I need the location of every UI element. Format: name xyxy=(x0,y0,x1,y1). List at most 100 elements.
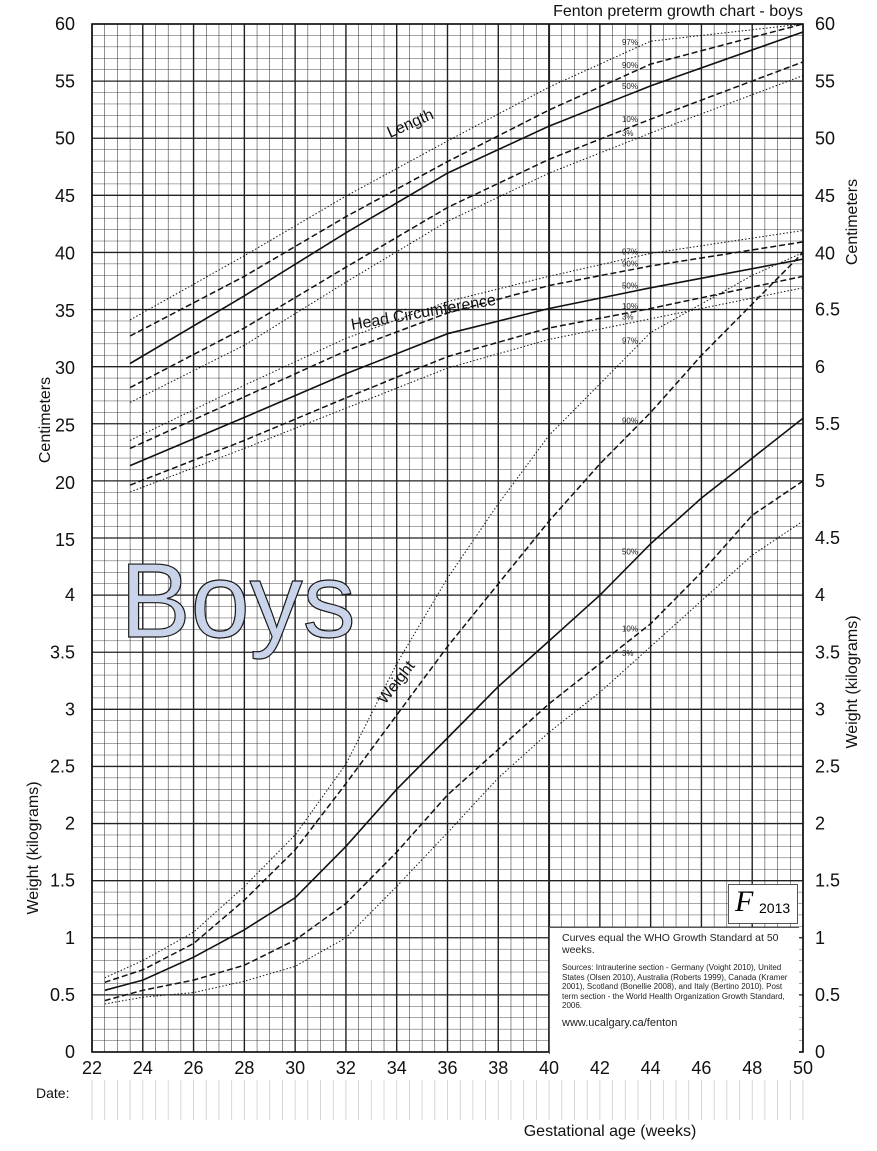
percentile-label: 97% xyxy=(622,247,638,256)
right-kg-tick-label: 5.5 xyxy=(815,414,840,434)
left-kg-tick-label: 0 xyxy=(65,1042,75,1062)
x-tick-label: 22 xyxy=(82,1058,102,1078)
percentile-label: 97% xyxy=(622,336,638,345)
right-kg-tick-label: 1.5 xyxy=(815,871,840,891)
left-cm-tick-label: 40 xyxy=(55,243,75,263)
x-tick-label: 34 xyxy=(387,1058,407,1078)
left-cm-tick-label: 50 xyxy=(55,129,75,149)
curve-length-p10 xyxy=(129,61,804,389)
left-cm-tick-label: 45 xyxy=(55,186,75,206)
right-cm-tick-label: 60 xyxy=(815,14,835,34)
left-kg-tick-label: 4 xyxy=(65,585,75,605)
right-cm-tick-label: 45 xyxy=(815,186,835,206)
fenton-logo: F 2013 xyxy=(728,884,798,924)
x-tick-label: 30 xyxy=(285,1058,305,1078)
percentile-label: 50% xyxy=(622,82,638,91)
right-axis-title-cm: Centimeters xyxy=(844,179,861,265)
left-cm-tick-label: 55 xyxy=(55,71,75,91)
note-main: Curves equal the WHO Growth Standard at … xyxy=(562,932,779,956)
curve-weight-p3 xyxy=(104,520,804,1005)
curve-head-circumference-p10 xyxy=(129,275,804,486)
x-tick-label: 28 xyxy=(234,1058,254,1078)
percentile-label: 90% xyxy=(622,416,638,425)
curve-weight-p50 xyxy=(104,417,804,992)
left-cm-tick-label: 25 xyxy=(55,415,75,435)
percentile-label: 50% xyxy=(622,281,638,290)
right-kg-tick-label: 0.5 xyxy=(815,985,840,1005)
percentile-label: 50% xyxy=(622,548,638,557)
percentile-label: 90% xyxy=(622,259,638,268)
right-kg-tick-label: 4 xyxy=(815,585,825,605)
x-tick-label: 40 xyxy=(539,1058,559,1078)
left-axis-title-cm: Centimeters xyxy=(37,377,54,463)
percentile-label: 3% xyxy=(622,312,634,321)
left-kg-tick-label: 0.5 xyxy=(50,985,75,1005)
right-kg-tick-label: 3.5 xyxy=(815,642,840,662)
curve-head-circumference-p3 xyxy=(129,287,804,493)
x-tick-label: 24 xyxy=(133,1058,153,1078)
date-label: Date: xyxy=(36,1085,69,1101)
right-cm-tick-label: 50 xyxy=(815,129,835,149)
curve-head-circumference-p90 xyxy=(129,241,804,450)
chart-title: Fenton preterm growth chart - boys xyxy=(553,3,803,20)
left-axis-title-kg: Weight (kilograms) xyxy=(25,781,42,914)
x-tick-label: 46 xyxy=(691,1058,711,1078)
left-cm-tick-label: 15 xyxy=(55,530,75,550)
left-kg-tick-label: 1 xyxy=(65,928,75,948)
curve-length-p97 xyxy=(129,23,804,321)
right-kg-tick-label: 2 xyxy=(815,814,825,834)
right-kg-tick-label: 2.5 xyxy=(815,757,840,777)
left-cm-tick-label: 60 xyxy=(55,14,75,34)
left-cm-tick-label: 30 xyxy=(55,358,75,378)
right-kg-tick-label: 3 xyxy=(815,699,825,719)
curve-head-circumference-p97 xyxy=(129,230,804,441)
note-url[interactable]: www.ucalgary.ca/fenton xyxy=(562,1016,678,1029)
percentile-label: 90% xyxy=(622,61,638,70)
right-axis-title-kg: Weight (kilograms) xyxy=(844,615,861,748)
curve-length-p50 xyxy=(129,31,804,365)
percentile-label: 3% xyxy=(622,129,634,138)
right-cm-tick-label: 55 xyxy=(815,71,835,91)
right-kg-tick-label: 5 xyxy=(815,471,825,491)
x-tick-label: 42 xyxy=(590,1058,610,1078)
percentile-curves: 97%90%50%10%3%97%90%50%10%3%97%90%50%10%… xyxy=(104,23,804,1005)
x-tick-label: 48 xyxy=(742,1058,762,1078)
x-tick-label: 36 xyxy=(437,1058,457,1078)
right-kg-tick-label: 4.5 xyxy=(815,528,840,548)
notes-box: Curves equal the WHO Growth Standard at … xyxy=(549,927,799,1054)
x-tick-label: 44 xyxy=(641,1058,661,1078)
curve-weight-p97 xyxy=(104,252,804,979)
boys-watermark: Boys xyxy=(120,542,356,660)
logo-year: 2013 xyxy=(759,900,791,916)
axis-ticks: 22 24 26 28 30 32 34 36 38 40 42 44 46 48 506055504540… xyxy=(50,14,840,1078)
percentile-label: 10% xyxy=(622,115,638,124)
plot-frame xyxy=(91,23,804,1053)
percentile-label: 3% xyxy=(622,649,634,658)
right-kg-tick-label: 6 xyxy=(815,357,825,377)
curve-group-label: Length xyxy=(385,106,437,141)
curve-weight-p10 xyxy=(104,480,804,1002)
left-cm-tick-label: 35 xyxy=(55,301,75,321)
logo-letter: F xyxy=(735,885,754,918)
right-kg-tick-label: 6.5 xyxy=(815,300,840,320)
left-kg-tick-label: 3 xyxy=(65,699,75,719)
curve-head-circumference-p50 xyxy=(129,258,804,467)
x-tick-label: 32 xyxy=(336,1058,356,1078)
x-axis-title: Gestational age (weeks) xyxy=(524,1123,697,1140)
percentile-label: 10% xyxy=(622,625,638,634)
percentile-label: 10% xyxy=(622,302,638,311)
right-cm-tick-label: 40 xyxy=(815,243,835,263)
left-cm-tick-label: 20 xyxy=(55,473,75,493)
left-kg-tick-label: 1.5 xyxy=(50,871,75,891)
x-tick-label: 50 xyxy=(793,1058,813,1078)
x-tick-label: 26 xyxy=(184,1058,204,1078)
left-kg-tick-label: 2 xyxy=(65,814,75,834)
left-kg-tick-label: 2.5 xyxy=(50,757,75,777)
note-sources: Sources: Intrauterine section - Germany … xyxy=(562,963,788,1010)
x-tick-label: 38 xyxy=(488,1058,508,1078)
right-kg-tick-label: 0 xyxy=(815,1042,825,1062)
percentile-label: 97% xyxy=(622,38,638,47)
curve-length-p90 xyxy=(129,23,804,337)
right-kg-tick-label: 1 xyxy=(815,928,825,948)
left-kg-tick-label: 3.5 xyxy=(50,642,75,662)
